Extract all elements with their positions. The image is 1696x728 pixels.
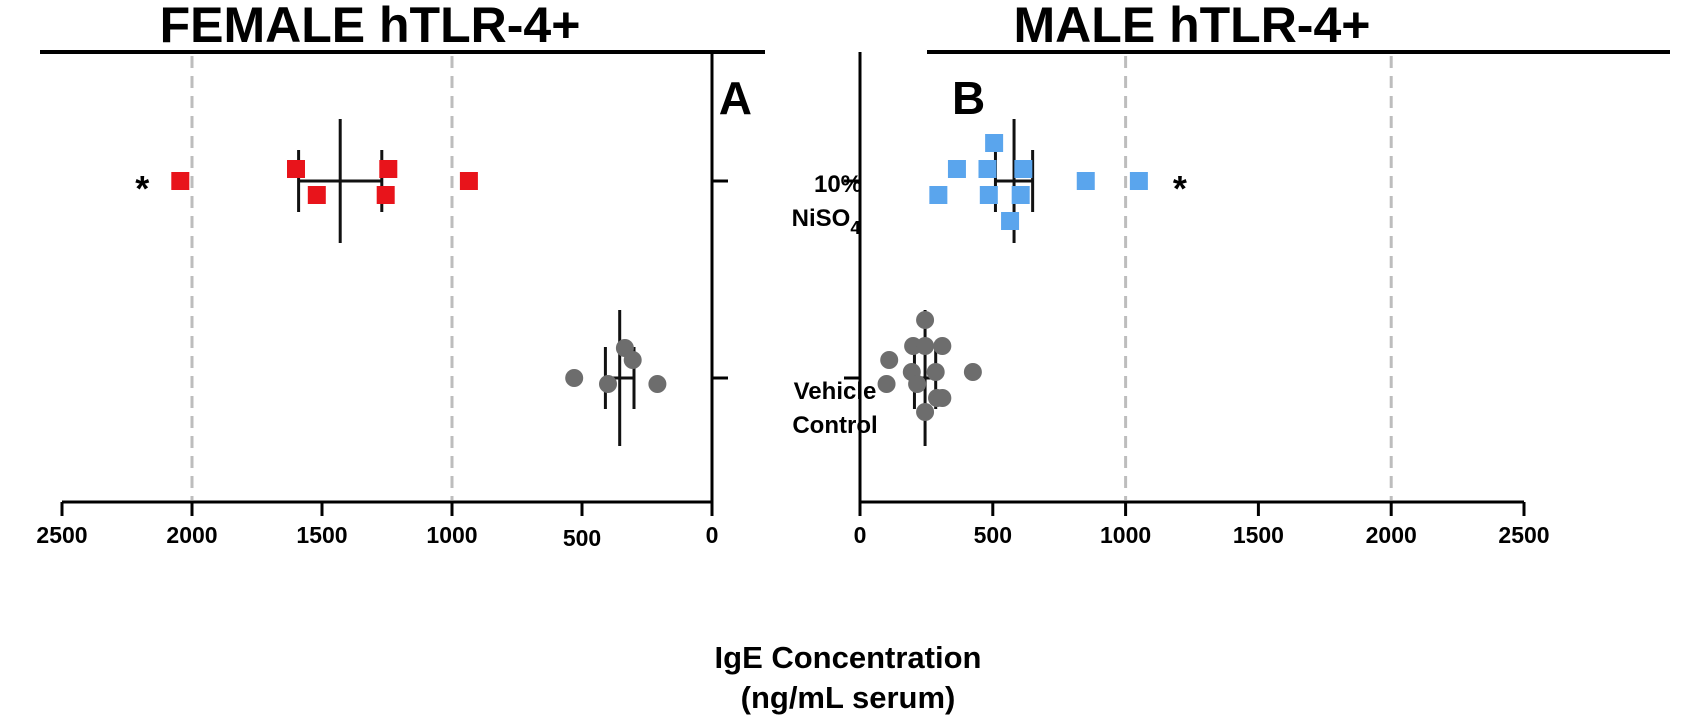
category-label-nickel-line2: NiSO4 — [792, 205, 861, 238]
panel-a-vehicle-point-3 — [599, 375, 617, 393]
panel-b-vehicle-point-0 — [916, 311, 935, 329]
panel-a-x-tick-label-500: 500 — [563, 525, 601, 551]
panel-b-nickel-point-7 — [1001, 212, 1020, 230]
panel-b-nickel-point-1 — [947, 160, 966, 178]
panel-a-vehicle-point-4 — [648, 375, 667, 393]
category-label-nickel-formula: NiSO — [792, 205, 851, 232]
panel-b-nickel-point-2 — [978, 160, 997, 178]
category-label-nickel-subscript: 4 — [850, 218, 860, 238]
panel-b-nickel-point-8 — [1076, 172, 1095, 190]
panel-a-nickel-point-1 — [287, 160, 305, 178]
panel-a-nickel-point-2 — [307, 186, 326, 204]
plot-layer: 2500 2000 1500 1000 500 0 * 0 500 1000 1500 2000 250… — [36, 52, 1550, 551]
category-label-vehicle-line1: Vehicle — [794, 378, 877, 405]
panel-b-x-tick-label-2500: 2500 — [1498, 522, 1549, 548]
panel-b-vehicle-point-9 — [908, 375, 927, 393]
panel-a-nickel-point-3 — [379, 160, 398, 178]
panel-b-nickel-point-6 — [1011, 186, 1030, 204]
x-axis-label-line1: IgE Concentration — [715, 640, 982, 675]
panel-a-nickel-significance-marker: * — [135, 168, 149, 209]
panel-b-vehicle-point-8 — [877, 375, 896, 393]
panel-b-nickel-point-3 — [1014, 160, 1033, 178]
panel-b-x-tick-label-1000: 1000 — [1100, 522, 1151, 548]
panel-b-vehicle-point-2 — [916, 337, 935, 355]
panel-b-letter: B — [952, 72, 985, 124]
x-axis-label-line2: (ng/mL serum) — [741, 680, 956, 715]
panel-a-x-tick-label-1000: 1000 — [426, 522, 477, 548]
panel-a-x-tick-label-1500: 1500 — [296, 522, 347, 548]
panel-a-vehicle-point-0 — [565, 369, 584, 387]
panel-b-nickel-point-9 — [1129, 172, 1148, 190]
panel-b-x-tick-label-2000: 2000 — [1366, 522, 1417, 548]
panel-a-nickel-point-0 — [171, 172, 190, 190]
panel-b-nickel-point-4 — [929, 186, 948, 204]
panel-b-nickel-significance-marker: * — [1173, 168, 1187, 209]
panel-b-nickel-point-5 — [979, 186, 998, 204]
panel-b-x-tick-label-500: 500 — [974, 522, 1012, 548]
panel-b-vehicle-point-11 — [933, 389, 952, 407]
category-label-vehicle-line2: Control — [792, 412, 877, 439]
panel-b-vehicle-point-7 — [963, 363, 982, 381]
panel-b-vehicle-point-4 — [880, 351, 899, 369]
panel-b-vehicle-point-12 — [916, 403, 935, 421]
panel-b-vehicle-point-3 — [933, 337, 952, 355]
panel-a-letter: A — [719, 72, 752, 124]
panel-a-nickel-point-4 — [376, 186, 395, 204]
panel-b-vehicle-point-6 — [926, 363, 945, 381]
panel-b-x-tick-label-0: 0 — [854, 522, 867, 548]
panel-a-x-tick-label-2500: 2500 — [36, 522, 87, 548]
panel-a-x-tick-label-0: 0 — [706, 522, 719, 548]
category-label-nickel-line1: 10% — [814, 171, 862, 198]
panel-b-x-tick-label-1500: 1500 — [1233, 522, 1284, 548]
panel-a-title: FEMALE hTLR-4+ — [160, 0, 581, 53]
panel-b-title: MALE hTLR-4+ — [1014, 0, 1371, 53]
panel-a-vehicle-point-2 — [623, 351, 642, 369]
panel-b-nickel-point-0 — [985, 134, 1004, 152]
panel-a-nickel-point-5 — [459, 172, 478, 190]
panel-a-x-tick-label-2000: 2000 — [166, 522, 217, 548]
